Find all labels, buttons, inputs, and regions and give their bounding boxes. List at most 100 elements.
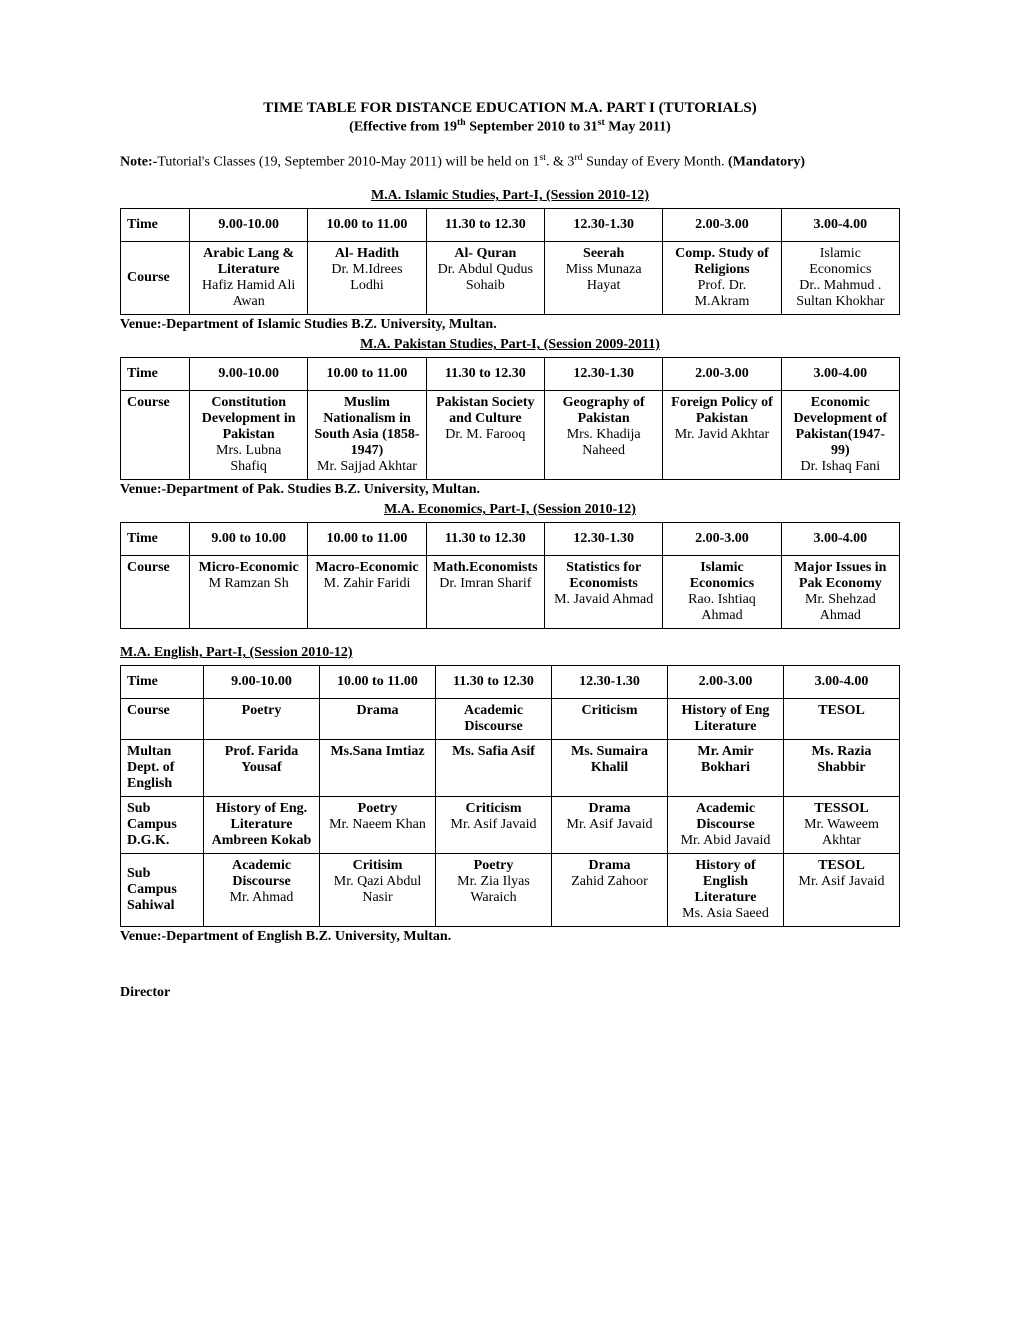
time-label: Time: [121, 666, 204, 699]
time-slot: 12.30-1.30: [544, 358, 662, 391]
course-cell: Criticism: [552, 699, 668, 740]
course-cell: Micro-EconomicM Ramzan Sh: [190, 556, 308, 629]
time-slot: 2.00-3.00: [663, 523, 781, 556]
time-slot: 12.30-1.30: [544, 209, 662, 242]
instructor: Mr. Asif Javaid: [567, 817, 653, 832]
pakstudies-heading: M.A. Pakistan Studies, Part-I, (Session …: [120, 337, 900, 353]
course-name: History of English Literature: [695, 858, 757, 905]
note-mid: . & 3: [546, 154, 574, 169]
subtitle-post: May 2011): [605, 120, 671, 135]
table-row: Sub Campus D.G.K. History of Eng. Litera…: [121, 797, 900, 854]
course-cell: TESOLMr. Asif Javaid: [784, 854, 900, 927]
course-cell: Major Issues in Pak EconomyMr. Shehzad A…: [781, 556, 899, 629]
time-slot: 11.30 to 12.30: [426, 358, 544, 391]
instructor: Miss Munaza Hayat: [566, 262, 642, 293]
instructor-cell: Ms. Sumaira Khalil: [552, 740, 668, 797]
course-name: Critisim: [353, 858, 403, 873]
instructor: Mrs. Khadija Naheed: [567, 427, 641, 458]
instructor-cell: Ms. Safia Asif: [436, 740, 552, 797]
note-mandatory: (Mandatory): [728, 154, 805, 169]
instructor: Dr. Ishaq Fani: [800, 459, 880, 474]
instructor: Rao. Ishtiaq Ahmad: [688, 592, 756, 623]
course-name: Al- Quran: [454, 246, 516, 261]
course-cell: Islamic EconomicsRao. Ishtiaq Ahmad: [663, 556, 781, 629]
time-slot: 9.00-10.00: [204, 666, 320, 699]
course-cell: History of Eng Literature: [668, 699, 784, 740]
islamic-heading: M.A. Islamic Studies, Part-I, (Session 2…: [120, 188, 900, 204]
instructor: Mr. Sajjad Akhtar: [317, 459, 417, 474]
course-name: Arabic Lang & Literature: [203, 246, 294, 277]
table-row: Course Poetry Drama Academic Discourse C…: [121, 699, 900, 740]
course-cell: Muslim Nationalism inSouth Asia (1858-19…: [308, 391, 426, 480]
course-cell: SeerahMiss Munaza Hayat: [544, 242, 662, 315]
instructor: Hafiz Hamid Ali Awan: [202, 278, 295, 309]
instructor: Mr. Asif Javaid: [451, 817, 537, 832]
course-name: TESOL: [818, 858, 865, 873]
time-slot: 9.00 to 10.00: [190, 523, 308, 556]
course-cell: Comp. Study of ReligionsProf. Dr. M.Akra…: [663, 242, 781, 315]
course-cell: Geography of PakistanMrs. Khadija Naheed: [544, 391, 662, 480]
course-cell: TESOL: [784, 699, 900, 740]
course-name: Muslim Nationalism in: [323, 395, 411, 426]
course-cell: CriticismMr. Asif Javaid: [436, 797, 552, 854]
instructor: Mr. Qazi Abdul Nasir: [334, 874, 422, 905]
course-name: Economic Development of Pakistan(1947-99…: [793, 395, 887, 458]
course-cell: Academic DiscourseMr. Abid Javaid: [668, 797, 784, 854]
course-cell: History of Eng. LiteratureAmbreen Kokab: [204, 797, 320, 854]
instructor: Mr. Abid Javaid: [681, 833, 771, 848]
course-name: Statistics for Economists: [566, 560, 641, 591]
course-label: Course: [121, 391, 190, 480]
course-cell: Pakistan Society and CultureDr. M. Faroo…: [426, 391, 544, 480]
course-cell: Constitution Development in PakistanMrs.…: [190, 391, 308, 480]
time-label: Time: [121, 523, 190, 556]
time-slot: 3.00-4.00: [784, 666, 900, 699]
course-cell: Statistics for EconomistsM. Javaid Ahmad: [544, 556, 662, 629]
table-row: Time 9.00-10.00 10.00 to 11.00 11.30 to …: [121, 358, 900, 391]
note-post: Sunday of Every Month.: [583, 154, 728, 169]
instructor-cell: Ms.Sana Imtiaz: [320, 740, 436, 797]
time-slot: 11.30 to 12.30: [426, 523, 544, 556]
note-label: Note:-: [120, 154, 157, 169]
time-slot: 3.00-4.00: [781, 209, 899, 242]
instructor: Mrs. Lubna Shafiq: [216, 443, 281, 474]
course-name: Academic Discourse: [696, 801, 755, 832]
course-cell: TESSOLMr. Waweem Akhtar: [784, 797, 900, 854]
english-heading: M.A. English, Part-I, (Session 2010-12): [120, 645, 900, 661]
instructor-cell: Mr. Amir Bokhari: [668, 740, 784, 797]
course-name: Math.Economists: [433, 560, 538, 575]
course-cell: PoetryMr. Zia Ilyas Waraich: [436, 854, 552, 927]
instructor: Zahid Zahoor: [571, 874, 648, 889]
course-cell: CritisimMr. Qazi Abdul Nasir: [320, 854, 436, 927]
course-cell: PoetryMr. Naeem Khan: [320, 797, 436, 854]
instructor: Dr. Abdul Qudus Sohaib: [438, 262, 533, 293]
instructor: Ambreen Kokab: [212, 833, 312, 848]
page-title: TIME TABLE FOR DISTANCE EDUCATION M.A. P…: [120, 100, 900, 117]
time-slot: 10.00 to 11.00: [308, 523, 426, 556]
course-cell: Poetry: [204, 699, 320, 740]
time-slot: 2.00-3.00: [663, 209, 781, 242]
time-slot: 10.00 to 11.00: [308, 209, 426, 242]
subtitle-mid: September 2010 to 31: [466, 120, 598, 135]
time-slot: 2.00-3.00: [663, 358, 781, 391]
row-label-sahiwal: Sub Campus Sahiwal: [121, 854, 204, 927]
course-cell: Math.EconomistsDr. Imran Sharif: [426, 556, 544, 629]
table-row: Sub Campus Sahiwal Academic DiscourseMr.…: [121, 854, 900, 927]
course-name: Poetry: [474, 858, 514, 873]
instructor: Mr. Naeem Khan: [329, 817, 426, 832]
instructor: Mr. Zia Ilyas Waraich: [457, 874, 530, 905]
table-row: Course Micro-EconomicM Ramzan Sh Macro-E…: [121, 556, 900, 629]
instructor: Dr. M. Farooq: [445, 427, 525, 442]
time-slot: 10.00 to 11.00: [308, 358, 426, 391]
islamic-venue: Venue:-Department of Islamic Studies B.Z…: [120, 317, 900, 333]
course-label: Course: [121, 242, 190, 315]
row-label-multan: Multan Dept. of English: [121, 740, 204, 797]
course-name: Constitution Development in Pakistan: [202, 395, 296, 442]
instructor: Mr. Shehzad Ahmad: [805, 592, 876, 623]
course-cell: Al- HadithDr. M.Idrees Lodhi: [308, 242, 426, 315]
time-slot: 11.30 to 12.30: [436, 666, 552, 699]
course-name: Micro-Economic: [199, 560, 299, 575]
instructor: Dr. Imran Sharif: [439, 576, 531, 591]
instructor: Ms. Asia Saeed: [682, 906, 769, 921]
time-slot: 2.00-3.00: [668, 666, 784, 699]
course-cell: Macro-EconomicM. Zahir Faridi: [308, 556, 426, 629]
